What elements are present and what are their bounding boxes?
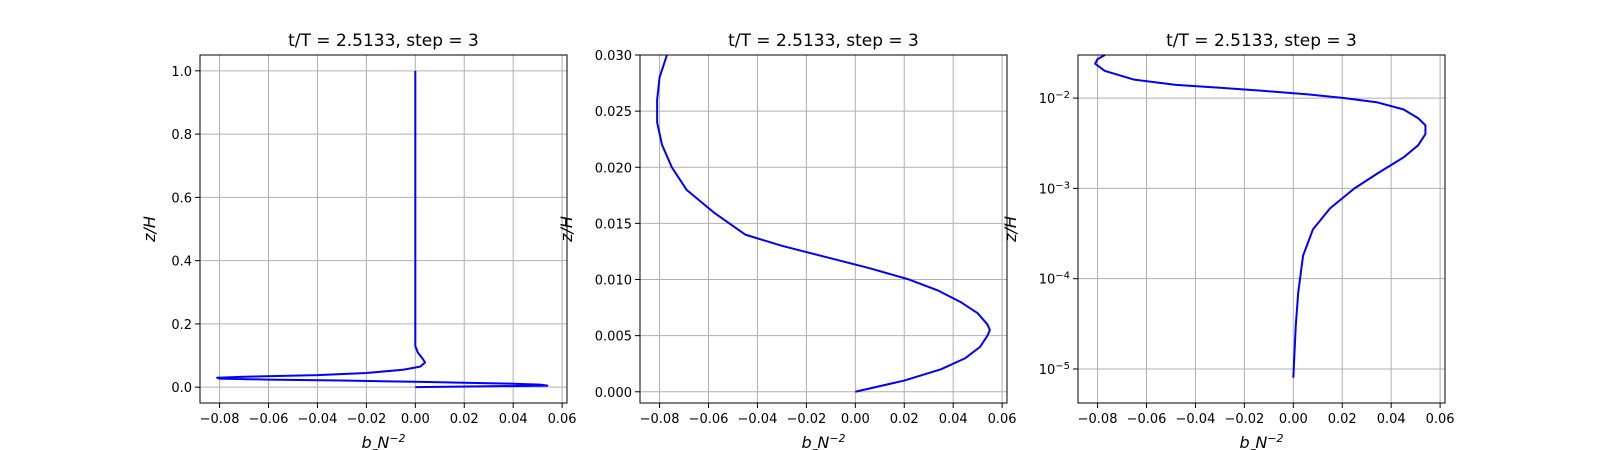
y-tick-label: 0.015 (595, 217, 632, 232)
x-tick-label: 0.04 (1377, 412, 1406, 427)
x-tick-label: 0.00 (1279, 412, 1308, 427)
y-tick-label: 0.6 (171, 191, 192, 206)
x-tick-label: −0.04 (1176, 412, 1216, 427)
chart-panel-2: −0.08 −0.06 −0.04 −0.02 0.00 0.02 0.04 0.06 0.00… (557, 31, 1017, 450)
x-tick-label: 0.00 (401, 412, 430, 427)
x-tick-label: 0.04 (939, 412, 968, 427)
y-axis-label: z/H (140, 216, 159, 243)
plot-frame (1077, 54, 1446, 404)
grid (200, 55, 567, 403)
y-tick-label: 0.4 (171, 255, 192, 270)
x-tick-label: 0.02 (450, 412, 479, 427)
plot-frame (639, 54, 1008, 404)
x-tick-label: −0.06 (689, 412, 729, 427)
series-line (1094, 54, 1427, 378)
chart-panel-3: −0.08 −0.06 −0.04 −0.02 0.00 0.02 0.04 0.06 10−5… (1001, 31, 1455, 450)
x-tick-label: 0.06 (548, 412, 577, 427)
chart-panel-1: −0.08 −0.06 −0.04 −0.02 0.00 0.02 0.04 0.06 0.0 0… (140, 31, 577, 450)
y-tick-label: 0.005 (595, 330, 632, 345)
series-line (216, 70, 549, 389)
y-tick-label: 0.0 (171, 381, 192, 396)
x-tick-label: −0.08 (1078, 412, 1118, 427)
y-tick-label: 0.8 (171, 128, 192, 143)
x-tick-label: −0.08 (640, 412, 680, 427)
y-axis-label: z/H (557, 216, 576, 243)
x-tick-label: 0.06 (1426, 412, 1455, 427)
x-tick-label: −0.06 (1127, 412, 1167, 427)
x-tick-label: −0.02 (1224, 412, 1264, 427)
chart-title: t/T = 2.5133, step = 3 (728, 31, 919, 51)
y-tick-label: 10−3 (1039, 180, 1070, 198)
plot-frame (199, 54, 568, 404)
y-axis-label: z/H (1001, 216, 1020, 243)
x-tick-label: −0.02 (786, 412, 826, 427)
y-tick-label: 1.0 (171, 65, 192, 80)
y-tick-label: 0.010 (595, 274, 632, 289)
x-tick-label: 0.04 (499, 412, 528, 427)
x-axis-label: bzN−2 (801, 432, 845, 450)
y-tick-label: 10−2 (1039, 90, 1070, 108)
x-tick-label: −0.08 (200, 412, 240, 427)
y-tick-label: 0.000 (595, 386, 632, 401)
x-tick-label: 0.02 (890, 412, 919, 427)
y-tick-label: 0.030 (595, 49, 632, 64)
x-tick-label: −0.04 (738, 412, 778, 427)
chart-title: t/T = 2.5133, step = 3 (288, 31, 479, 51)
x-tick-label: 0.02 (1328, 412, 1357, 427)
x-tick-label: −0.02 (346, 412, 386, 427)
x-tick-label: 0.00 (841, 412, 870, 427)
x-axis-label: bzN−2 (1239, 432, 1283, 450)
x-axis-label: bzN−2 (361, 432, 405, 450)
grid (1078, 55, 1445, 403)
grid (640, 54, 1007, 403)
y-tick-label: 0.020 (595, 161, 632, 176)
x-tick-label: −0.06 (249, 412, 289, 427)
x-tick-label: 0.06 (988, 412, 1017, 427)
chart-title: t/T = 2.5133, step = 3 (1166, 31, 1357, 51)
y-tick-label: 10−5 (1039, 360, 1070, 378)
y-tick-label: 0.2 (171, 318, 192, 333)
x-tick-label: −0.04 (298, 412, 338, 427)
series-line (656, 54, 991, 393)
y-tick-label: 0.025 (595, 105, 632, 120)
y-tick-label: 10−4 (1039, 270, 1070, 288)
